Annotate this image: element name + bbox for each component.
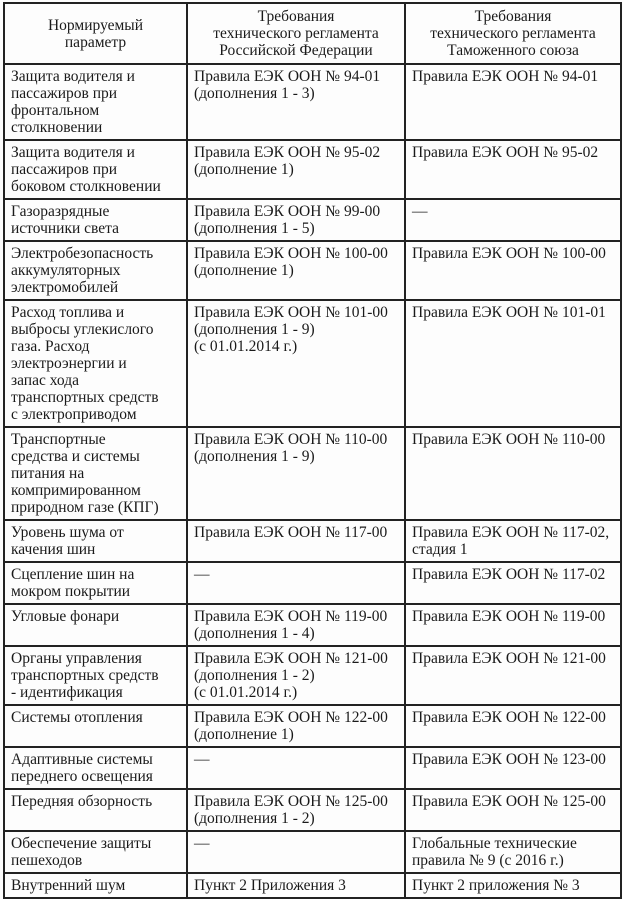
cu-requirement-cell: Правила ЕЭК ООН № 117-02 (404, 561, 622, 605)
table-row: Защита водителя и пассажиров при фронтал… (3, 63, 622, 141)
parameter-cell: Обеспечение защиты пешеходов (3, 830, 188, 874)
cu-requirement-cell: Правила ЕЭК ООН № 119-00 (404, 603, 622, 647)
cu-requirement-cell: — (404, 198, 622, 242)
table-row: Расход топлива и выбросы углекислого газ… (3, 299, 622, 428)
rf-requirement-cell: Правила ЕЭК ООН № 121-00 (дополнения 1 -… (186, 645, 406, 706)
parameter-cell: Передняя обзорность (3, 788, 188, 832)
parameter-cell: Газоразрядные источники света (3, 198, 188, 242)
table-row: Защита водителя и пассажиров при боковом… (3, 139, 622, 200)
rf-requirement-cell: Правила ЕЭК ООН № 119-00 (дополнения 1 -… (186, 603, 406, 647)
table-row: Газоразрядные источники света Правила ЕЭ… (3, 198, 622, 242)
table-row: Адаптивные системы переднего освещения —… (3, 746, 622, 790)
cu-requirement-cell: Правила ЕЭК ООН № 117-02, стадия 1 (404, 519, 622, 563)
table-row: Обеспечение защиты пешеходов — Глобальны… (3, 830, 622, 874)
rf-requirement-cell: Правила ЕЭК ООН № 100-00 (дополнение 1) (186, 240, 406, 301)
cu-requirement-cell: Правила ЕЭК ООН № 110-00 (404, 426, 622, 521)
rf-requirement-cell: Правила ЕЭК ООН № 95-02 (дополнение 1) (186, 139, 406, 200)
cu-requirement-cell: Правила ЕЭК ООН № 100-00 (404, 240, 622, 301)
header-row: Нормируемый параметр Требования техничес… (3, 2, 622, 65)
cu-requirement-cell: Правила ЕЭК ООН № 94-01 (404, 63, 622, 141)
cu-requirement-cell: Пункт 2 приложения № 3 (404, 872, 622, 899)
table-row: Системы отопления Правила ЕЭК ООН № 122-… (3, 704, 622, 748)
parameter-cell: Сцепление шин на мокром покрытии (3, 561, 188, 605)
requirements-comparison-table: Нормируемый параметр Требования техничес… (3, 2, 622, 899)
cu-requirement-cell: Правила ЕЭК ООН № 125-00 (404, 788, 622, 832)
rf-requirement-cell: Правила ЕЭК ООН № 117-00 (186, 519, 406, 563)
table-row: Электробезопасность аккумуляторных элект… (3, 240, 622, 301)
cu-requirement-cell: Глобальные технические правила № 9 (с 20… (404, 830, 622, 874)
table-row: Уровень шума от качения шин Правила ЕЭК … (3, 519, 622, 563)
rf-requirement-cell: — (186, 746, 406, 790)
parameter-cell: Электробезопасность аккумуляторных элект… (3, 240, 188, 301)
table-row: Сцепление шин на мокром покрытии — Прави… (3, 561, 622, 605)
table-row: Органы управления транспортных средств -… (3, 645, 622, 706)
parameter-cell: Внутренний шум (3, 872, 188, 899)
cu-requirement-cell: Правила ЕЭК ООН № 95-02 (404, 139, 622, 200)
parameter-cell: Уровень шума от качения шин (3, 519, 188, 563)
cu-requirement-cell: Правила ЕЭК ООН № 123-00 (404, 746, 622, 790)
parameter-cell: Угловые фонари (3, 603, 188, 647)
cu-requirement-cell: Правила ЕЭК ООН № 101-01 (404, 299, 622, 428)
table-row: Угловые фонари Правила ЕЭК ООН № 119-00 … (3, 603, 622, 647)
cu-requirement-cell: Правила ЕЭК ООН № 121-00 (404, 645, 622, 706)
rf-requirement-cell: Правила ЕЭК ООН № 101-00 (дополнения 1 -… (186, 299, 406, 428)
rf-requirement-cell: — (186, 561, 406, 605)
parameter-cell: Защита водителя и пассажиров при фронтал… (3, 63, 188, 141)
table-row: Передняя обзорность Правила ЕЭК ООН № 12… (3, 788, 622, 832)
parameter-cell: Системы отопления (3, 704, 188, 748)
rf-requirement-cell: Правила ЕЭК ООН № 99-00 (дополнения 1 - … (186, 198, 406, 242)
rf-requirement-cell: Правила ЕЭК ООН № 94-01 (дополнения 1 - … (186, 63, 406, 141)
table-row: Транспортные средства и системы питания … (3, 426, 622, 521)
cu-requirement-cell: Правила ЕЭК ООН № 122-00 (404, 704, 622, 748)
header-cell-cu-requirements: Требования технического регламента Тамож… (404, 2, 622, 65)
table-row: Внутренний шум Пункт 2 Приложения 3 Пунк… (3, 872, 622, 899)
rf-requirement-cell: Правила ЕЭК ООН № 125-00 (дополнения 1 -… (186, 788, 406, 832)
rf-requirement-cell: — (186, 830, 406, 874)
parameter-cell: Органы управления транспортных средств -… (3, 645, 188, 706)
rf-requirement-cell: Правила ЕЭК ООН № 122-00 (дополнение 1) (186, 704, 406, 748)
parameter-cell: Адаптивные системы переднего освещения (3, 746, 188, 790)
header-cell-rf-requirements: Требования технического регламента Росси… (186, 2, 406, 65)
rf-requirement-cell: Пункт 2 Приложения 3 (186, 872, 406, 899)
header-cell-parameter: Нормируемый параметр (3, 2, 188, 65)
rf-requirement-cell: Правила ЕЭК ООН № 110-00 (дополнения 1 -… (186, 426, 406, 521)
parameter-cell: Расход топлива и выбросы углекислого газ… (3, 299, 188, 428)
parameter-cell: Защита водителя и пассажиров при боковом… (3, 139, 188, 200)
parameter-cell: Транспортные средства и системы питания … (3, 426, 188, 521)
